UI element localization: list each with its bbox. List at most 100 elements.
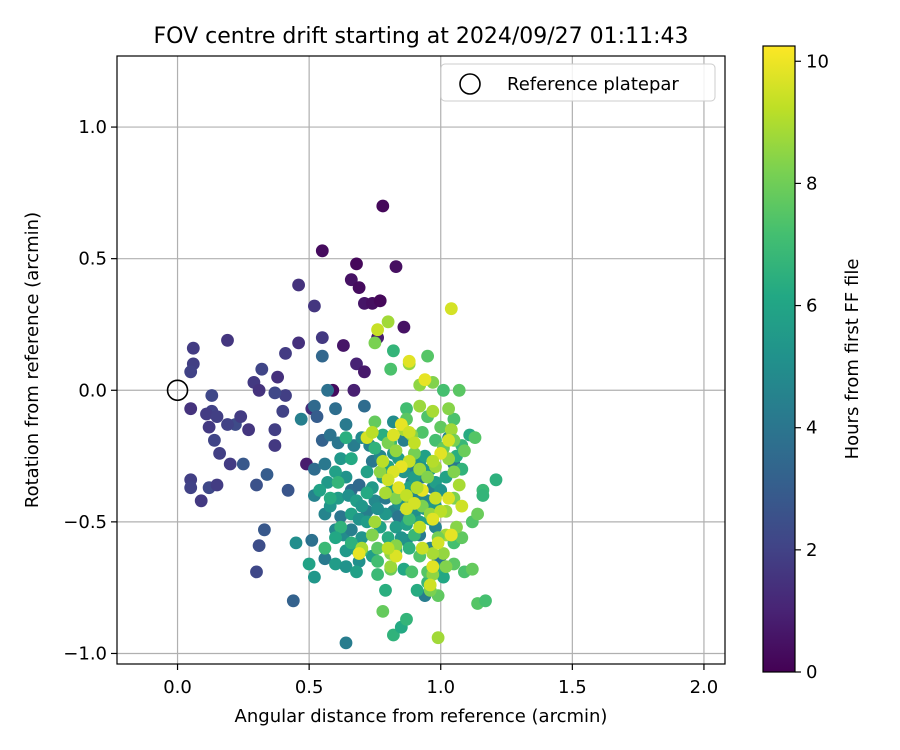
scatter-point bbox=[415, 426, 429, 439]
scatter-point bbox=[344, 536, 358, 550]
scatter-point bbox=[389, 520, 403, 534]
scatter-point bbox=[344, 273, 358, 287]
scatter-point bbox=[294, 412, 308, 426]
scatter-point bbox=[223, 457, 237, 471]
scatter-point bbox=[444, 423, 458, 437]
scatter-point bbox=[186, 341, 200, 355]
x-axis-ticks: 0.0 0.5 1.0 1.5 2.0 bbox=[163, 664, 718, 698]
x-tick-label: 1.5 bbox=[558, 677, 587, 698]
scatter-point bbox=[471, 507, 484, 521]
scatter-point bbox=[260, 468, 274, 481]
scatter-point bbox=[455, 499, 469, 513]
scatter-point bbox=[434, 504, 448, 518]
scatter-point bbox=[337, 339, 350, 352]
scatter-point bbox=[368, 336, 382, 350]
scatter-point bbox=[250, 565, 263, 579]
scatter-point bbox=[329, 402, 342, 416]
colorbar-tick-label: 8 bbox=[806, 173, 817, 194]
scatter-point bbox=[339, 431, 353, 444]
scatter-point bbox=[452, 383, 466, 397]
scatter-point bbox=[371, 502, 384, 516]
scatter-point bbox=[452, 478, 466, 492]
scatter-point bbox=[389, 444, 403, 458]
legend-marker-icon bbox=[459, 73, 481, 95]
scatter-point bbox=[379, 486, 392, 500]
colorbar-tick-label: 2 bbox=[806, 540, 817, 561]
scatter-point bbox=[352, 478, 366, 492]
scatter-point bbox=[389, 491, 403, 505]
scatter-point bbox=[281, 483, 295, 497]
scatter-point bbox=[292, 278, 305, 292]
scatter-point bbox=[302, 557, 316, 571]
scatter-point bbox=[442, 491, 455, 505]
scatter-point bbox=[392, 510, 405, 523]
scatter-point bbox=[373, 465, 387, 479]
scatter-point bbox=[323, 428, 337, 442]
y-tick-label: 0.5 bbox=[78, 249, 107, 270]
scatter-point bbox=[384, 362, 398, 376]
scatter-point bbox=[429, 433, 442, 447]
scatter-point bbox=[210, 410, 224, 423]
scatter-point bbox=[371, 323, 384, 337]
scatter-point bbox=[355, 499, 369, 513]
scatter-point bbox=[308, 399, 321, 413]
scatter-point bbox=[329, 465, 342, 479]
scatter-point bbox=[439, 560, 453, 573]
scatter-point bbox=[397, 320, 411, 334]
scatter-point bbox=[437, 547, 450, 560]
x-tick-label: 0.0 bbox=[163, 677, 192, 698]
scatter-point bbox=[258, 523, 271, 537]
scatter-point bbox=[184, 402, 198, 416]
scatter-point bbox=[318, 541, 332, 555]
scatter-point bbox=[421, 349, 434, 363]
scatter-point bbox=[286, 594, 300, 608]
scatter-point bbox=[442, 433, 455, 447]
scatter-point bbox=[184, 481, 198, 495]
scatter-point bbox=[308, 299, 321, 313]
scatter-point bbox=[334, 452, 348, 466]
scatter-point bbox=[184, 365, 198, 379]
scatter-point bbox=[315, 349, 329, 363]
scatter-point bbox=[371, 568, 384, 581]
scatter-point bbox=[352, 281, 366, 294]
scatter-point bbox=[321, 476, 334, 489]
colorbar-tick-label: 10 bbox=[806, 51, 829, 72]
scatter-point bbox=[210, 478, 224, 492]
scatter-point bbox=[392, 481, 405, 495]
scatter-point bbox=[321, 383, 334, 397]
scatter-point bbox=[402, 541, 416, 555]
scatter-point bbox=[221, 333, 234, 347]
scatter-point bbox=[426, 560, 440, 573]
scatter-point bbox=[415, 541, 429, 555]
scatter-point bbox=[194, 494, 208, 508]
y-tick-label: −1.0 bbox=[63, 643, 107, 664]
scatter-point bbox=[387, 428, 400, 442]
scatter-point bbox=[413, 462, 427, 476]
scatter-point bbox=[360, 465, 374, 479]
scatter-point bbox=[405, 565, 419, 579]
scatter-point bbox=[434, 420, 448, 434]
scatter-point bbox=[368, 515, 382, 529]
scatter-point bbox=[381, 541, 395, 555]
scatter-point bbox=[365, 528, 379, 542]
scatter-point bbox=[426, 547, 440, 560]
scatter-point bbox=[213, 447, 227, 460]
scatter-point bbox=[402, 512, 416, 526]
grid bbox=[117, 56, 725, 664]
scatter-point bbox=[376, 454, 390, 468]
scatter-point bbox=[310, 410, 324, 423]
scatter-point bbox=[423, 578, 437, 592]
scatter-point bbox=[400, 502, 413, 516]
scatter-point bbox=[365, 426, 379, 439]
scatter-point bbox=[334, 510, 348, 523]
y-tick-label: −0.5 bbox=[63, 512, 107, 533]
scatter-point bbox=[205, 389, 219, 402]
x-axis-label: Angular distance from reference (arcmin) bbox=[235, 706, 608, 727]
scatter-point bbox=[394, 418, 408, 431]
scatter-point bbox=[200, 407, 213, 421]
y-axis-ticks: −1.0 −0.5 0.0 0.5 1.0 bbox=[63, 117, 117, 664]
reference-platepar-marker bbox=[166, 379, 189, 402]
colorbar-label: Hours from first FF file bbox=[842, 259, 863, 460]
scatter-point bbox=[479, 594, 492, 608]
